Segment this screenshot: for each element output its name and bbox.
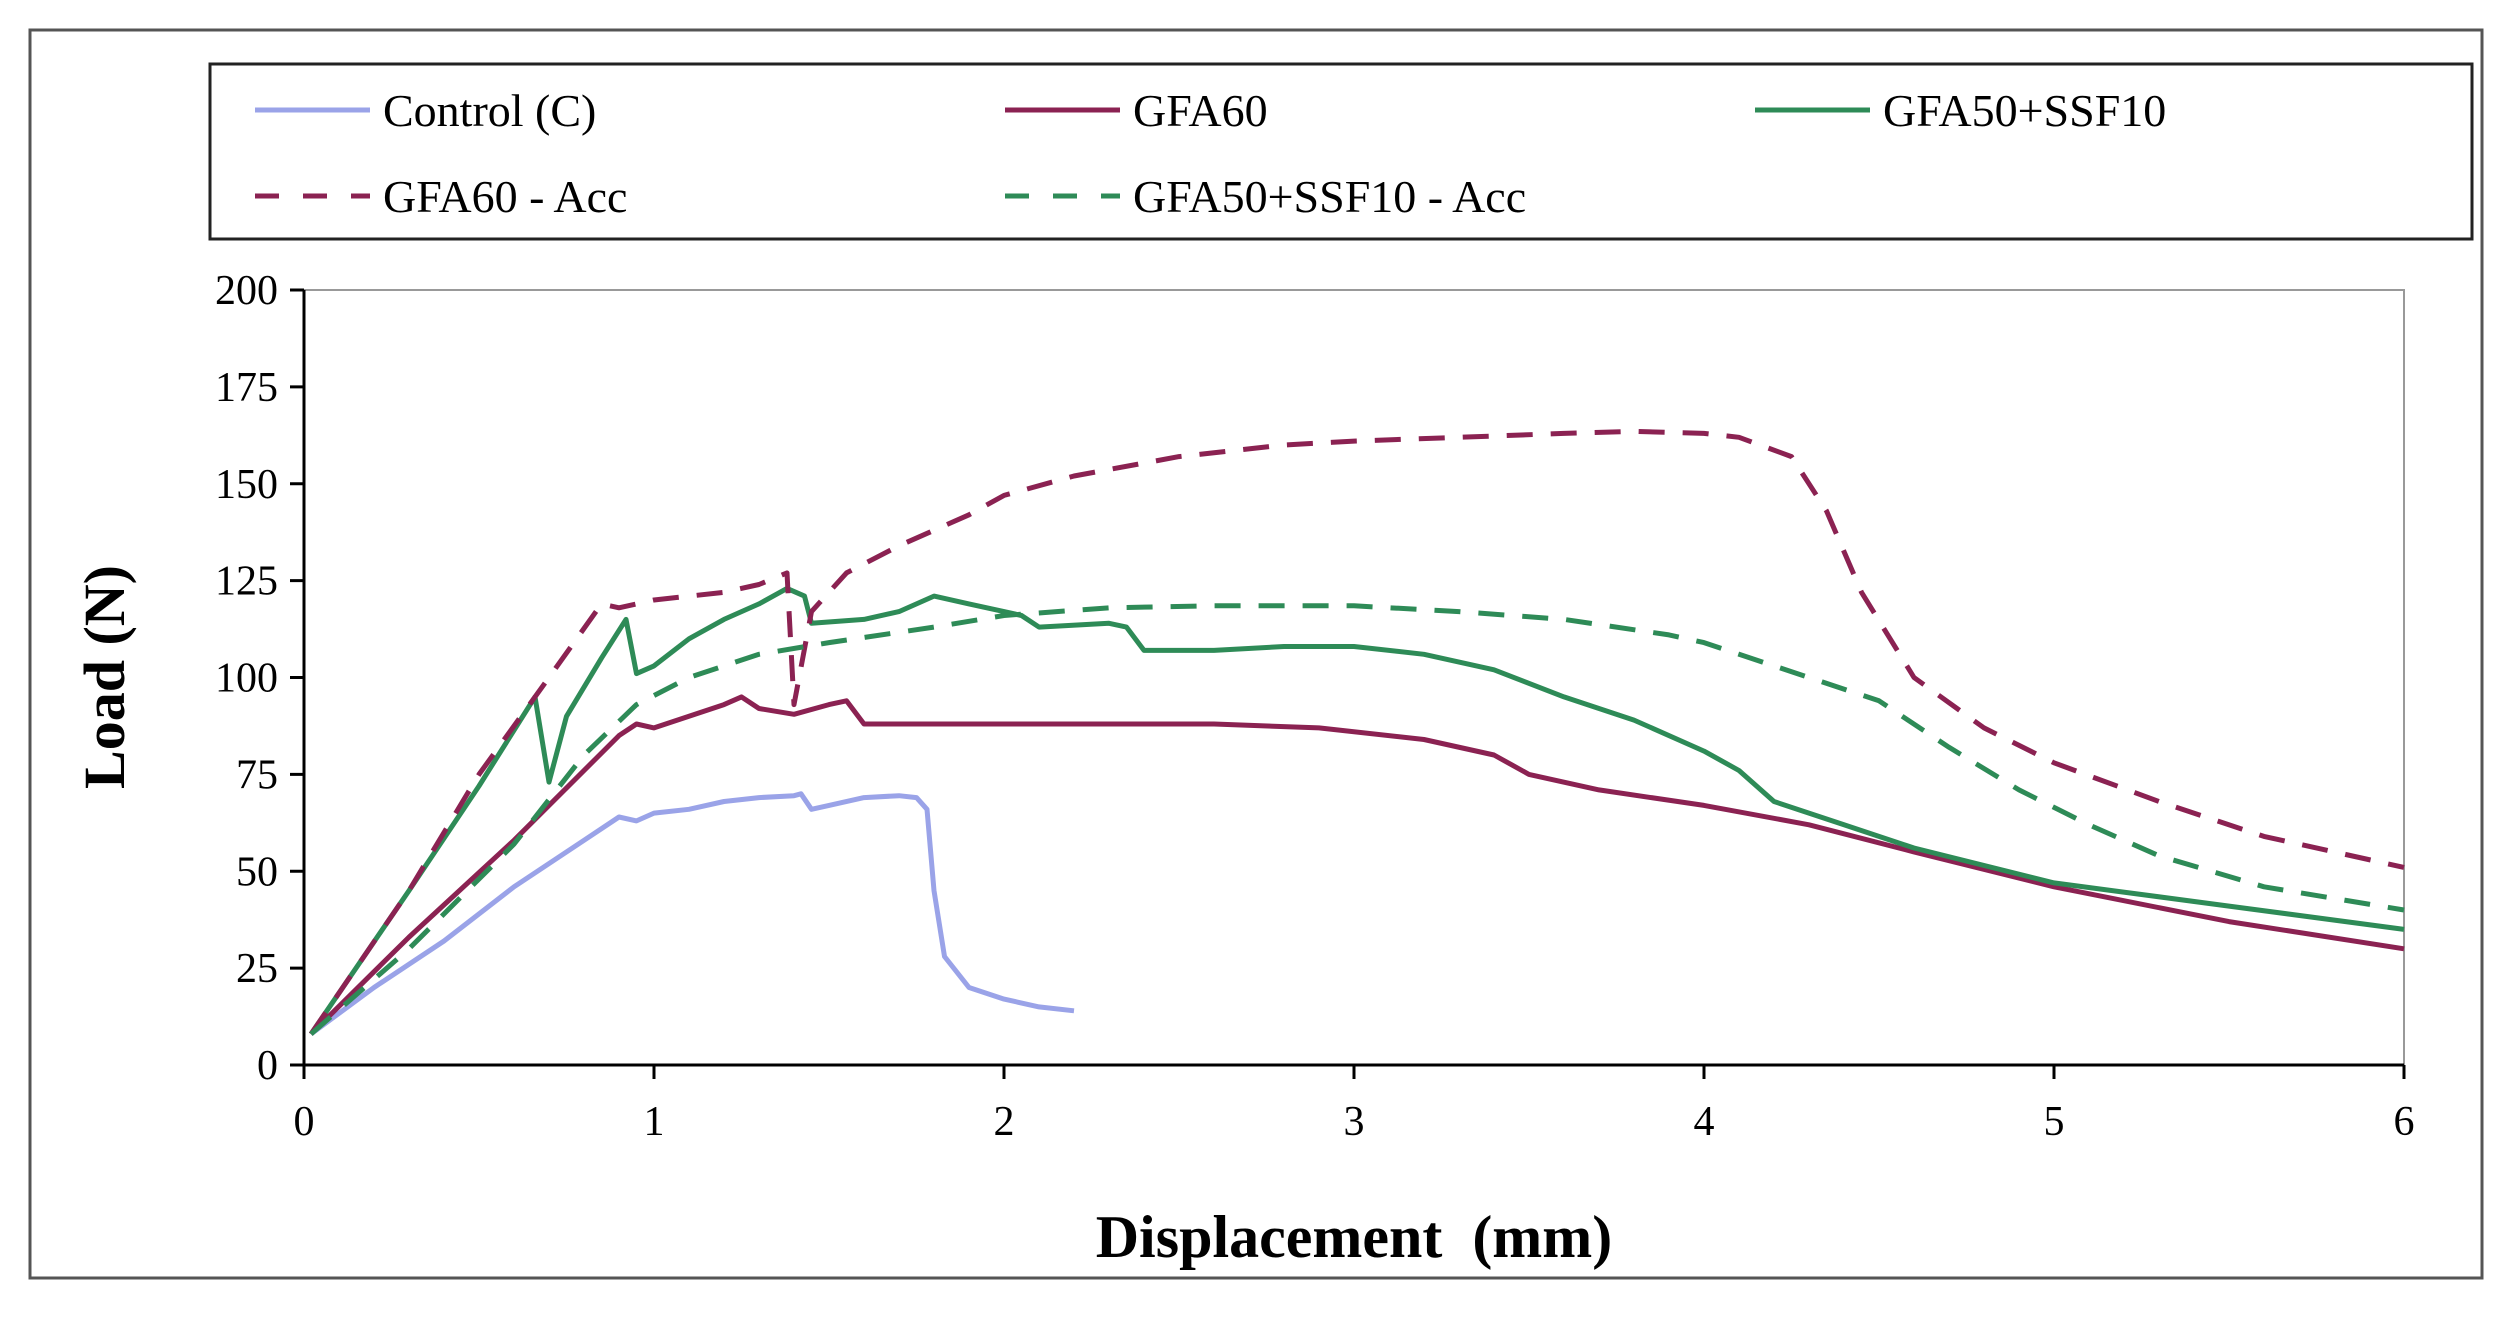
y-tick-label: 25 [236, 946, 278, 992]
y-tick-label: 0 [257, 1043, 278, 1089]
legend-label-4: GFA60 - Acc [383, 171, 627, 222]
series-line-1 [309, 791, 1075, 1037]
y-tick-label: 100 [215, 656, 278, 702]
y-tick-label: 150 [215, 462, 278, 508]
legend-label-2: GFA60 [1133, 85, 1268, 136]
x-tick-label: 5 [2044, 1099, 2065, 1145]
y-tick-label: 75 [236, 752, 278, 798]
x-tick-label: 0 [294, 1099, 315, 1145]
series-line-5 [309, 603, 2405, 1036]
legend-label-5: GFA50+SSF10 - Acc [1133, 171, 1526, 222]
x-tick-label: 3 [1344, 1099, 1365, 1145]
x-tick-label: 1 [644, 1099, 665, 1145]
y-tick-label: 50 [236, 849, 278, 895]
legend: Control (C) GFA60 GFA50+SSF10 GFA60 - Acc GF… [255, 85, 2166, 222]
y-tick-label: 125 [215, 559, 278, 605]
y-axis-title: Load (N) [72, 565, 137, 789]
legend-label-1: Control (C) [383, 85, 596, 136]
y-tick-label: 175 [215, 365, 278, 411]
x-tick-label: 4 [1694, 1099, 1715, 1145]
x-axis-title: Displacement (mm) [1096, 1204, 1613, 1270]
x-tick-label: 6 [2394, 1099, 2415, 1145]
legend-box [208, 62, 2474, 241]
series-line-2 [309, 694, 2405, 1036]
x-tick-label: 2 [994, 1099, 1015, 1145]
y-tick-label: 200 [215, 268, 278, 314]
axis-ticks: 0 25 50 75 100 125 150 175 200 0 1 2 3 4 5 6 [215, 268, 2415, 1145]
series-line-3 [308, 585, 2405, 1036]
series-line-4 [308, 428, 2405, 1036]
series-lines [308, 428, 2405, 1037]
plot-area [303, 289, 2405, 1066]
legend-label-3: GFA50+SSF10 [1883, 85, 2166, 136]
